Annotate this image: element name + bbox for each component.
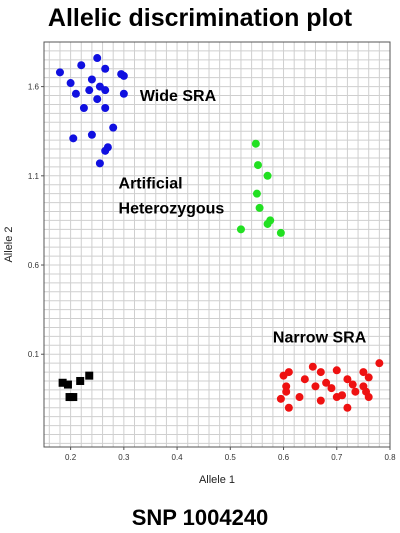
- data-point-square: [76, 376, 85, 385]
- x-tick-label: 0.6: [278, 453, 290, 462]
- data-point-circle: [101, 104, 110, 113]
- data-point-circle: [263, 171, 272, 180]
- cluster-annotation: Artificial: [119, 175, 183, 192]
- data-point-circle: [316, 368, 325, 377]
- data-point-circle: [351, 387, 360, 396]
- y-tick-label: 0.6: [28, 261, 40, 270]
- data-point-square: [58, 378, 67, 387]
- data-point-circle: [284, 403, 293, 412]
- data-point-circle: [93, 95, 102, 104]
- data-point-circle: [276, 394, 285, 403]
- data-point-circle: [322, 378, 331, 387]
- data-point-circle: [364, 393, 373, 402]
- cluster-annotation: Narrow SRA: [273, 330, 367, 347]
- data-point-circle: [87, 75, 96, 84]
- data-point-square: [63, 380, 72, 389]
- data-point-circle: [311, 382, 320, 391]
- data-point-circle: [316, 396, 325, 405]
- data-point-circle: [279, 371, 288, 380]
- chart-subtitle: SNP 1004240: [131, 505, 269, 530]
- data-point-circle: [332, 366, 341, 375]
- grid: [44, 42, 390, 447]
- data-point-circle: [101, 86, 110, 95]
- x-tick-label: 0.7: [331, 453, 343, 462]
- data-point-circle: [308, 362, 317, 371]
- data-point-circle: [364, 373, 373, 382]
- data-point-square: [85, 371, 94, 380]
- data-point-circle: [327, 384, 336, 393]
- cluster-annotation: Wide SRA: [140, 88, 217, 105]
- data-point-circle: [55, 68, 64, 77]
- data-point-circle: [263, 219, 272, 228]
- chart-title: Allelic discrimination plot: [47, 4, 353, 32]
- data-point-circle: [348, 380, 357, 389]
- data-point-circle: [236, 225, 245, 234]
- x-tick-label: 0.2: [65, 453, 77, 462]
- data-point-circle: [295, 393, 304, 402]
- cluster-annotation: Heterozygous: [119, 200, 225, 217]
- data-point-circle: [300, 375, 309, 384]
- data-point-circle: [66, 79, 75, 88]
- data-point-circle: [251, 139, 260, 148]
- scatter-plot: 0.2 0.3 0.4 0.5 0.6 0.7 0.8 0.1 0.6 1.1 1.6 Wide S…: [3, 41, 396, 486]
- x-tick-label: 0.8: [384, 453, 396, 462]
- data-point-circle: [119, 89, 128, 98]
- data-point-circle: [282, 387, 291, 396]
- data-point-circle: [87, 130, 96, 139]
- data-point-circle: [79, 104, 88, 113]
- data-point-circle: [343, 375, 352, 384]
- x-tick-label: 0.5: [225, 453, 237, 462]
- data-point-circle: [375, 359, 384, 368]
- data-point-circle: [252, 189, 261, 198]
- x-tick-label: 0.3: [118, 453, 130, 462]
- plot-area-border: [43, 41, 391, 448]
- data-point-circle: [93, 54, 102, 63]
- data-point-circle: [338, 391, 347, 400]
- data-point-circle: [85, 86, 94, 95]
- data-point-circle: [276, 228, 285, 237]
- data-point-circle: [359, 368, 368, 377]
- y-tick-label: 1.1: [28, 172, 40, 181]
- data-point-circle: [77, 61, 86, 70]
- data-point-circle: [255, 203, 264, 212]
- data-point-circle: [101, 64, 110, 73]
- data-point-circle: [95, 159, 104, 168]
- y-tick-label: 0.1: [28, 350, 40, 359]
- data-point-square: [69, 393, 78, 402]
- data-point-circle: [69, 134, 78, 143]
- y-tick-label: 1.6: [28, 83, 40, 92]
- data-point-circle: [101, 146, 110, 155]
- data-points: [55, 54, 384, 412]
- data-point-circle: [71, 89, 80, 98]
- data-point-circle: [119, 71, 128, 80]
- data-point-circle: [253, 161, 262, 170]
- axis-ticks: 0.2 0.3 0.4 0.5 0.6 0.7 0.8 0.1 0.6 1.1 1.6: [28, 83, 396, 462]
- data-point-circle: [109, 123, 118, 132]
- annotations: Wide SRA Artificial Heterozygous Narrow SRA: [119, 88, 367, 347]
- data-point-circle: [343, 403, 352, 412]
- y-axis-label: Allele 2: [3, 226, 15, 262]
- x-tick-label: 0.4: [172, 453, 184, 462]
- x-axis-label: Allele 1: [199, 474, 235, 486]
